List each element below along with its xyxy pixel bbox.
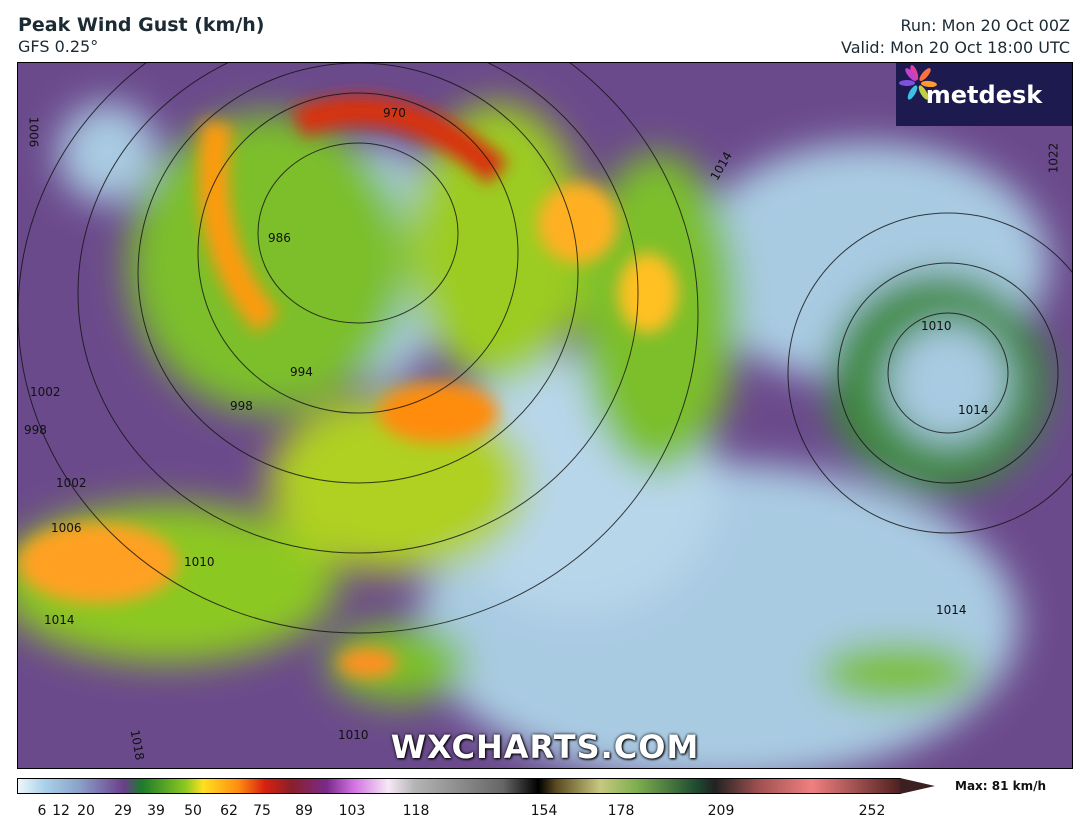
isobar-label: 1014 [958, 403, 989, 417]
isobar-label: 1014 [936, 603, 967, 617]
isobar-label: 994 [290, 365, 313, 379]
isobar-label: 970 [383, 106, 406, 120]
legend-tick: 89 [295, 803, 313, 819]
metdesk-flower-icon [899, 65, 937, 100]
isobar-label: 1010 [921, 319, 952, 333]
legend-tick: 12 [52, 803, 70, 819]
legend-tick: 29 [114, 803, 132, 819]
legend-tick: 50 [184, 803, 202, 819]
legend-tick: 20 [77, 803, 95, 819]
legend-tick: 209 [707, 803, 735, 819]
legend-tick: 154 [530, 803, 558, 819]
legend-tick: 39 [147, 803, 165, 819]
legend-tick: 178 [607, 803, 635, 819]
model-label: GFS 0.25° [18, 37, 99, 56]
legend-tick: 103 [338, 803, 366, 819]
isobar-label: 1022 [1046, 142, 1061, 174]
isobar-label: 1014 [44, 613, 75, 627]
isobar-label: 1010 [184, 555, 215, 569]
isobar-label: 986 [268, 231, 291, 245]
legend-arrow [900, 778, 935, 794]
legend-tick: 75 [253, 803, 271, 819]
legend-tick: 6 [37, 803, 47, 819]
color-legend [17, 778, 935, 794]
valid-time: Valid: Mon 20 Oct 18:00 UTC [841, 38, 1070, 57]
run-time: Run: Mon 20 Oct 00Z [900, 16, 1071, 35]
metdesk-logo: metdesk [896, 63, 1072, 126]
map-title: Peak Wind Gust (km/h) [18, 14, 265, 36]
legend-tick: 252 [858, 803, 886, 819]
isobar-label: 1002 [56, 476, 87, 490]
max-gust-label: Max: 81 km/h [955, 779, 1047, 793]
legend-tick: 62 [220, 803, 238, 819]
isobar-label: 1006 [26, 116, 41, 148]
wind-gust-map[interactable]: 970 986 994 998 1002 998 1002 1006 1010 … [17, 62, 1073, 769]
isobar-label: 1010 [338, 728, 369, 742]
legend-color-bar [17, 778, 901, 794]
isobar-label: 998 [24, 423, 47, 437]
legend-tick: 118 [402, 803, 430, 819]
watermark: WXCHARTS.COM [390, 728, 700, 766]
isobar-label: 1006 [51, 521, 82, 535]
isobar-label: 998 [230, 399, 253, 413]
isobar-label: 1002 [30, 385, 61, 399]
logo-text: metdesk [925, 80, 1043, 109]
map-field [18, 63, 1072, 768]
